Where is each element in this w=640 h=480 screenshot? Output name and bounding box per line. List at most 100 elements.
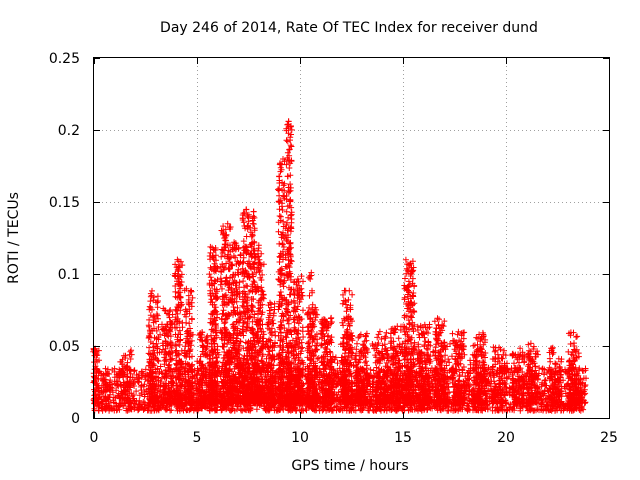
data-point (193, 372, 200, 379)
data-point (100, 388, 107, 395)
data-point (113, 387, 120, 394)
data-points (90, 118, 589, 414)
data-point (240, 238, 247, 245)
data-point (172, 288, 179, 295)
data-point (275, 404, 282, 411)
data-point (138, 387, 145, 394)
data-point (445, 356, 452, 363)
data-point (240, 278, 247, 285)
data-point (367, 366, 374, 373)
data-point (517, 407, 524, 414)
data-point (383, 359, 390, 366)
data-point (541, 380, 548, 387)
data-point (265, 407, 272, 414)
data-point (212, 407, 218, 414)
data-point (302, 405, 309, 412)
data-point (153, 407, 160, 414)
data-point (455, 407, 462, 414)
data-point (228, 407, 235, 414)
data-point (99, 399, 106, 405)
data-point (485, 365, 492, 372)
data-point (370, 407, 377, 414)
data-point (540, 406, 547, 413)
data-point (467, 382, 473, 389)
data-point (484, 406, 491, 413)
data-point (110, 405, 117, 412)
data-point (509, 405, 516, 412)
data-point (280, 406, 287, 413)
data-point (133, 397, 140, 404)
data-point (182, 406, 189, 413)
data-point (103, 381, 110, 388)
data-point (140, 398, 147, 405)
data-point (253, 406, 260, 413)
data-point (263, 355, 270, 362)
data-point (462, 387, 469, 393)
data-point (486, 393, 493, 400)
data-point (570, 407, 576, 414)
data-point (539, 401, 545, 408)
data-point (144, 407, 151, 414)
data-point (445, 407, 452, 414)
data-point (449, 353, 455, 360)
data-point (323, 407, 330, 414)
data-point (303, 407, 310, 414)
data-point (264, 406, 271, 413)
data-point (507, 401, 514, 408)
data-point (549, 406, 556, 412)
data-point (131, 404, 138, 411)
data-point (111, 368, 118, 375)
data-point (459, 367, 466, 374)
data-point (268, 404, 275, 411)
data-point (579, 380, 586, 387)
data-point (334, 360, 341, 367)
data-point (543, 395, 550, 402)
data-point (162, 405, 168, 412)
data-point (353, 346, 360, 353)
data-point (129, 393, 136, 400)
data-point (539, 366, 546, 373)
data-point (383, 407, 390, 414)
data-point (537, 389, 544, 396)
data-point (96, 404, 102, 411)
data-point (207, 274, 214, 281)
data-point (141, 381, 148, 388)
data-point (327, 405, 334, 412)
data-point (133, 388, 140, 395)
data-point (138, 369, 145, 376)
data-point (479, 407, 486, 414)
data-point (355, 359, 361, 366)
data-point (388, 407, 395, 414)
data-point (582, 365, 589, 372)
data-point (421, 405, 428, 412)
data-point (227, 407, 234, 414)
data-point (221, 349, 228, 355)
data-point (447, 340, 453, 347)
data-point (464, 370, 471, 376)
data-point (135, 407, 141, 414)
data-point (296, 406, 303, 413)
data-point (132, 401, 139, 407)
data-point (147, 298, 154, 305)
data-point (103, 397, 110, 404)
data-point (439, 405, 446, 412)
data-point (372, 388, 379, 395)
data-point (558, 383, 565, 390)
data-point (399, 407, 406, 414)
data-point (408, 340, 415, 347)
data-point (293, 407, 300, 414)
data-point (336, 379, 343, 386)
data-point (557, 407, 564, 414)
data-point (463, 377, 470, 384)
data-point (102, 404, 109, 411)
grid-lines (94, 58, 609, 418)
chart-title: Day 246 of 2014, Rate Of TEC Index for r… (160, 20, 538, 36)
data-point (427, 405, 434, 412)
data-point (578, 403, 585, 410)
data-point (492, 407, 499, 414)
data-point (113, 378, 120, 385)
data-point (146, 344, 153, 351)
data-point (102, 365, 109, 372)
data-point (328, 406, 335, 413)
data-point (106, 386, 113, 393)
